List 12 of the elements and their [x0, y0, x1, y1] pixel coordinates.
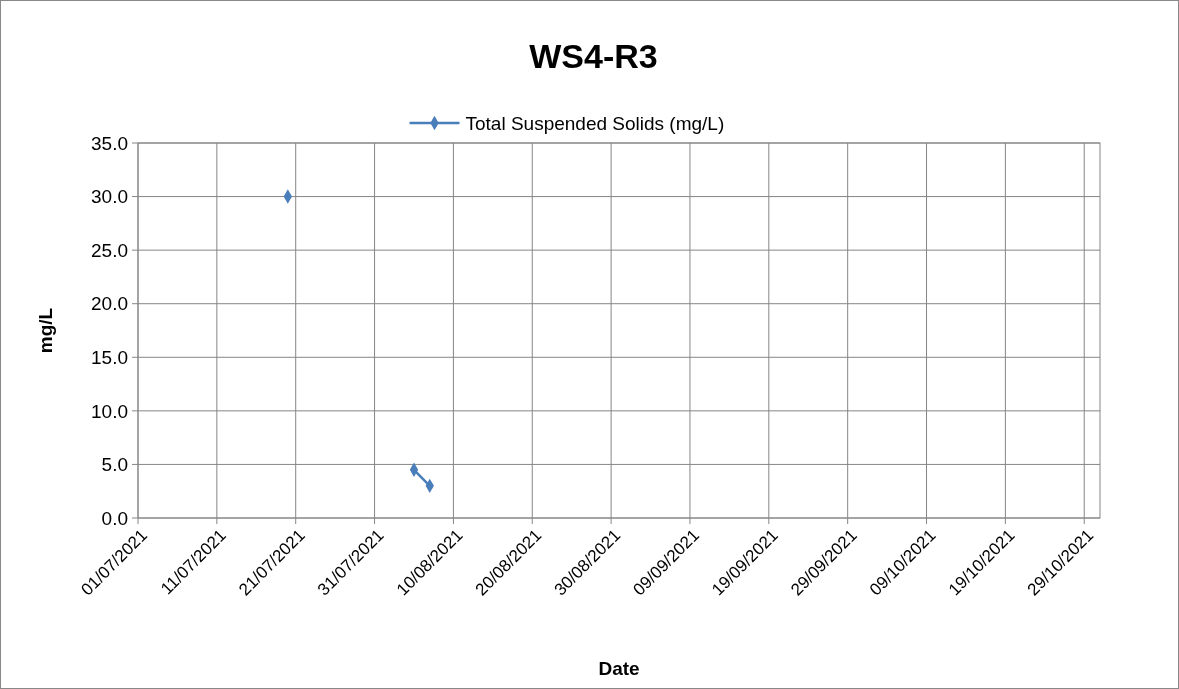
y-tick-label: 25.0 [91, 239, 128, 261]
y-tick-label: 30.0 [91, 186, 128, 208]
y-tick-label: 0.0 [101, 507, 128, 529]
y-tick-label: 15.0 [91, 346, 128, 368]
y-tick-label: 5.0 [101, 454, 128, 476]
y-tick-label: 10.0 [91, 400, 128, 422]
y-tick-label: 20.0 [91, 293, 128, 315]
chart-title: WS4-R3 [529, 37, 658, 75]
x-axis-title: Date [598, 658, 640, 679]
y-tick-label: 35.0 [91, 132, 128, 154]
legend-label: Total Suspended Solids (mg/L) [465, 112, 725, 134]
y-axis-title: mg/L [35, 307, 56, 354]
